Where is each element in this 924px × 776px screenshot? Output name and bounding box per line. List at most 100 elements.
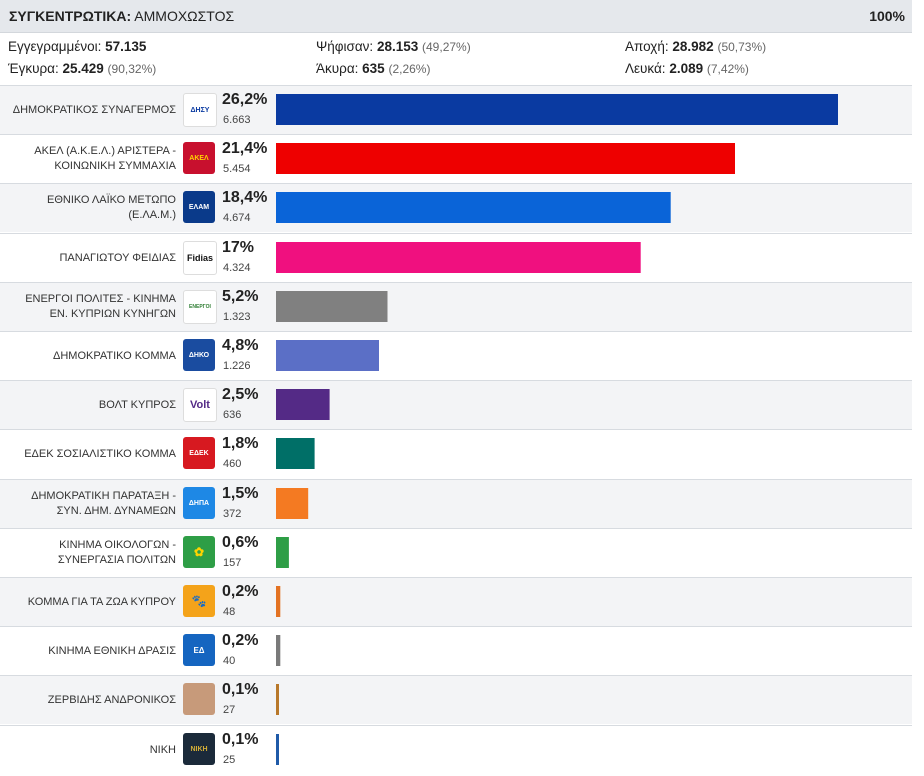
result-bar (276, 389, 330, 420)
party-percent: 4,8% (222, 337, 259, 354)
party-row: ΕΔΕΚ ΣΟΣΙΑΛΙΣΤΙΚΟ ΚΟΜΜΑ ΕΔΕΚ 1,8% 460 (0, 429, 912, 478)
invalid-stat: Άκυρα: 635 (2,26%) (316, 61, 430, 76)
party-percent: 17% (222, 239, 255, 256)
party-name-line: ΠΑΝΑΓΙΩΤΟΥ ΦΕΙΔΙΑΣ (59, 251, 176, 264)
party-name-line: ΣΥΝΕΡΓΑΣΙΑ ΠΟΛΙΤΩΝ (57, 554, 176, 566)
result-bar (276, 635, 281, 666)
result-bar (276, 586, 281, 617)
elam-logo: ΕΛΑΜ (183, 191, 215, 223)
party-row: ΔΗΜΟΚΡΑΤΙΚΟ ΚΟΜΜΑ ΔΗΚΟ 4,8% 1.226 (0, 331, 912, 380)
voted-value: 28.153 (376, 39, 419, 54)
valid-stat: Έγκυρα: 25.429 (90,32%) (8, 61, 156, 76)
invalid-value: 635 (362, 61, 385, 76)
party-name: ΚΙΝΗΜΑ ΕΘΝΙΚΗ ΔΡΑΣΙΣ (1, 627, 176, 675)
result-bar (276, 192, 671, 223)
party-votes: 25 (223, 754, 236, 766)
party-name-line: ΚΙΝΗΜΑ ΕΘΝΙΚΗ ΔΡΑΣΙΣ (48, 644, 176, 657)
blank-value: 2.089 (669, 61, 704, 76)
party-name: ΕΔΕΚ ΣΟΣΙΑΛΙΣΤΙΚΟ ΚΟΜΜΑ (1, 430, 176, 478)
blank-label: Λευκά: (625, 61, 666, 76)
result-bar (276, 734, 279, 765)
party-name-line: ΑΚΕΛ (Α.Κ.Ε.Λ.) ΑΡΙΣΤΕΡΑ - (34, 145, 176, 157)
registered-label: Εγγεγραμμένοι: (8, 39, 102, 54)
party-row: ΚΟΜΜΑ ΓΙΑ ΤΑ ΖΩΑ ΚΥΠΡΟΥ 🐾 0,2% 48 (0, 577, 912, 626)
party-row: ΝΙΚΗ ΝΙΚΗ 0,1% 25 (0, 725, 912, 774)
party-name-line: ΕΝ. ΚΥΠΡΙΩΝ ΚΥΝΗΓΩΝ (49, 308, 176, 320)
voted-label: Ψήφισαν: (316, 39, 374, 54)
abstention-percent: (50,73%) (717, 40, 767, 54)
party-name-line: ΔΗΜΟΚΡΑΤΙΚΗ ΠΑΡΑΤΑΞΗ - (31, 490, 176, 502)
party-name-line: ΚΟΜΜΑ ΓΙΑ ΤΑ ΖΩΑ ΚΥΠΡΟΥ (27, 595, 176, 608)
party-percent: 0,2% (222, 632, 259, 649)
akel-logo: ΑΚΕΛ (183, 142, 215, 174)
party-name: ΔΗΜΟΚΡΑΤΙΚΟ ΚΟΜΜΑ (1, 332, 176, 380)
party-percent: 0,2% (222, 583, 259, 600)
party-name: ΚΟΜΜΑ ΓΙΑ ΤΑ ΖΩΑ ΚΥΠΡΟΥ (1, 578, 176, 626)
disy-logo: ΔΗΣΥ (183, 93, 217, 127)
party-votes: 1.226 (223, 360, 251, 372)
party-percent: 0,6% (222, 534, 259, 551)
valid-percent: (90,32%) (107, 62, 157, 76)
party-row: ΒΟΛΤ ΚΥΠΡΟΣ Volt 2,5% 636 (0, 380, 912, 429)
blank-percent: (7,42%) (706, 62, 749, 76)
header-bar: ΣΥΓΚΕΝΤΡΩΤΙΚΑ: ΑΜΜΟΧΩΣΤΟΣ 100% (0, 0, 912, 33)
party-row: ΚΙΝΗΜΑ ΕΘΝΙΚΗ ΔΡΑΣΙΣ ΕΔ 0,2% 40 (0, 626, 912, 675)
counted-percent: 100% (869, 8, 905, 24)
party-percent: 0,1% (222, 681, 259, 698)
zervidis-photo (183, 683, 215, 715)
party-name: ΑΚΕΛ (Α.Κ.Ε.Λ.) ΑΡΙΣΤΕΡΑ - ΚΟΙΝΩΝΙΚΗ ΣΥΜΜ… (1, 135, 176, 183)
party-name: ΕΘΝΙΚΟ ΛΑΪΚΟ ΜΕΤΩΠΟ (Ε.ΛΑ.Μ.) (1, 184, 176, 232)
party-name-line: ΚΙΝΗΜΑ ΟΙΚΟΛΟΓΩΝ - (59, 539, 176, 551)
edek-logo: ΕΔΕΚ (183, 437, 215, 469)
party-votes: 40 (223, 655, 236, 667)
party-votes: 636 (223, 409, 242, 421)
party-name-line: ΖΕΡΒΙΔΗΣ ΑΝΔΡΟΝΙΚΟΣ (47, 693, 176, 706)
result-bar (276, 438, 315, 469)
diko-logo: ΔΗΚΟ (183, 339, 215, 371)
turnout-stats: Εγγεγραμμένοι: 57.135 Έγκυρα: 25.429 (90… (0, 33, 912, 85)
party-votes: 4.674 (223, 212, 251, 224)
registered-value: 57.135 (105, 39, 147, 54)
party-name-line: ΕΝΕΡΓΟΙ ΠΟΛΙΤΕΣ - ΚΙΝΗΜΑ (25, 293, 176, 305)
oikologoi-logo: ✿ (183, 536, 215, 568)
abstention-value: 28.982 (672, 39, 714, 54)
district-name: ΑΜΜΟΧΩΣΤΟΣ (134, 8, 235, 24)
fidias-logo: Fidias (183, 241, 217, 275)
party-name-line: ΕΔΕΚ ΣΟΣΙΑΛΙΣΤΙΚΟ ΚΟΜΜΑ (24, 447, 176, 460)
result-bar (276, 488, 309, 519)
party-percent: 1,8% (222, 435, 259, 452)
voted-stat: Ψήφισαν: 28.153 (49,27%) (316, 39, 471, 54)
dipa-logo: ΔΗΠΑ (183, 487, 215, 519)
party-name-line: ΔΗΜΟΚΡΑΤΙΚΟ ΚΟΜΜΑ (53, 349, 176, 362)
party-votes: 6.663 (223, 114, 251, 126)
party-name: ΚΙΝΗΜΑ ΟΙΚΟΛΟΓΩΝ - ΣΥΝΕΡΓΑΣΙΑ ΠΟΛΙΤΩΝ (1, 529, 176, 577)
results-bar-chart (276, 94, 838, 765)
result-bar (276, 94, 838, 125)
party-row: ΠΑΝΑΓΙΩΤΟΥ ΦΕΙΔΙΑΣ Fidias 17% 4.324 (0, 233, 912, 282)
valid-value: 25.429 (62, 61, 104, 76)
party-name: ΔΗΜΟΚΡΑΤΙΚΗ ΠΑΡΑΤΑΞΗ - ΣΥΝ. ΔΗΜ. ΔΥΝΑΜΕΩΝ (1, 480, 176, 528)
abstention-stat: Αποχή: 28.982 (50,73%) (625, 39, 766, 54)
volt-logo: Volt (183, 388, 217, 422)
party-name: ΝΙΚΗ (1, 726, 176, 774)
party-votes: 48 (223, 606, 236, 618)
party-row: ΚΙΝΗΜΑ ΟΙΚΟΛΟΓΩΝ - ΣΥΝΕΡΓΑΣΙΑ ΠΟΛΙΤΩΝ ✿ 0,6… (0, 528, 912, 577)
energoi-polites-logo: ΕΝΕΡΓΟΙ (183, 290, 217, 324)
blank-stat: Λευκά: 2.089 (7,42%) (625, 61, 749, 76)
party-votes: 5.454 (223, 163, 251, 175)
party-percent: 21,4% (222, 140, 268, 157)
party-name: ΕΝΕΡΓΟΙ ΠΟΛΙΤΕΣ - ΚΙΝΗΜΑ ΕΝ. ΚΥΠΡΙΩΝ ΚΥΝΗ… (1, 283, 176, 331)
abstention-label: Αποχή: (625, 39, 669, 54)
niki-logo: ΝΙΚΗ (183, 733, 215, 765)
party-name-line: (Ε.ΛΑ.Μ.) (128, 209, 176, 221)
party-name: ΒΟΛΤ ΚΥΠΡΟΣ (1, 381, 176, 429)
result-bar (276, 537, 289, 568)
party-votes: 157 (223, 557, 242, 569)
valid-label: Έγκυρα: (8, 61, 59, 76)
party-row: ΔΗΜΟΚΡΑΤΙΚΗ ΠΑΡΑΤΑΞΗ - ΣΥΝ. ΔΗΜ. ΔΥΝΑΜΕΩΝ… (0, 479, 912, 528)
party-votes: 372 (223, 508, 242, 520)
result-bar (276, 143, 735, 174)
invalid-label: Άκυρα: (316, 61, 359, 76)
registered-stat: Εγγεγραμμένοι: 57.135 (8, 39, 146, 54)
